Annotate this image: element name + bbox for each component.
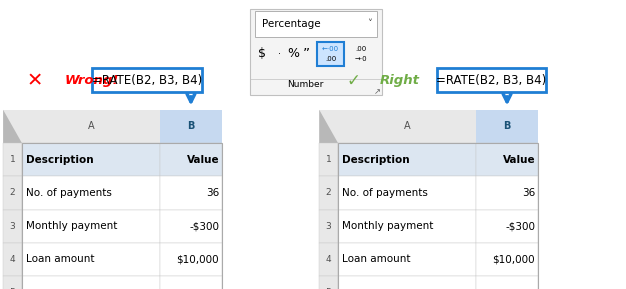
- FancyBboxPatch shape: [476, 110, 538, 143]
- FancyBboxPatch shape: [160, 176, 222, 210]
- FancyBboxPatch shape: [476, 143, 538, 176]
- Text: -$300: -$300: [505, 221, 535, 231]
- FancyBboxPatch shape: [338, 276, 476, 289]
- FancyBboxPatch shape: [3, 276, 22, 289]
- Polygon shape: [319, 110, 338, 143]
- FancyBboxPatch shape: [160, 276, 222, 289]
- Text: Monthly payment: Monthly payment: [26, 221, 118, 231]
- Text: ✓: ✓: [347, 72, 361, 90]
- FancyBboxPatch shape: [22, 143, 160, 176]
- Text: →·0: →·0: [354, 56, 367, 62]
- Text: 5: 5: [326, 288, 332, 289]
- Text: %: %: [287, 47, 299, 60]
- FancyBboxPatch shape: [338, 210, 476, 243]
- Text: 2: 2: [10, 188, 15, 197]
- FancyBboxPatch shape: [319, 243, 338, 276]
- FancyBboxPatch shape: [160, 143, 222, 176]
- Text: 5: 5: [9, 288, 16, 289]
- Text: $: $: [258, 47, 265, 60]
- Text: Number: Number: [287, 80, 323, 89]
- Text: A: A: [88, 121, 94, 131]
- FancyBboxPatch shape: [22, 276, 160, 289]
- Text: .00: .00: [355, 47, 366, 53]
- Text: $10,000: $10,000: [493, 254, 535, 264]
- Text: 4: 4: [326, 255, 331, 264]
- Text: 36: 36: [522, 188, 535, 198]
- FancyBboxPatch shape: [160, 243, 222, 276]
- FancyBboxPatch shape: [3, 110, 222, 143]
- FancyBboxPatch shape: [22, 210, 160, 243]
- Text: Loan amount: Loan amount: [342, 254, 411, 264]
- Text: A: A: [404, 121, 410, 131]
- FancyBboxPatch shape: [476, 276, 538, 289]
- FancyBboxPatch shape: [22, 243, 160, 276]
- FancyBboxPatch shape: [319, 143, 338, 176]
- FancyBboxPatch shape: [3, 210, 22, 243]
- FancyBboxPatch shape: [319, 110, 538, 143]
- FancyBboxPatch shape: [319, 276, 338, 289]
- Text: .00: .00: [325, 56, 336, 62]
- FancyBboxPatch shape: [255, 11, 377, 37]
- FancyBboxPatch shape: [476, 210, 538, 243]
- Text: B: B: [503, 121, 511, 131]
- FancyBboxPatch shape: [437, 68, 546, 92]
- Polygon shape: [3, 110, 22, 143]
- FancyBboxPatch shape: [160, 110, 222, 143]
- Text: -$300: -$300: [189, 221, 219, 231]
- Text: Loan amount: Loan amount: [26, 254, 95, 264]
- Text: Description: Description: [342, 155, 410, 165]
- Text: 1: 1: [326, 155, 332, 164]
- FancyBboxPatch shape: [338, 243, 476, 276]
- Text: No. of payments: No. of payments: [342, 188, 428, 198]
- Text: ✕: ✕: [26, 71, 43, 90]
- Text: ↗: ↗: [373, 87, 381, 97]
- Text: $10,000: $10,000: [177, 254, 219, 264]
- FancyBboxPatch shape: [319, 210, 338, 243]
- Text: Wrong!: Wrong!: [64, 75, 119, 87]
- FancyBboxPatch shape: [319, 176, 338, 210]
- FancyBboxPatch shape: [22, 176, 160, 210]
- Text: B: B: [187, 121, 195, 131]
- Text: Right: Right: [380, 75, 420, 87]
- FancyBboxPatch shape: [160, 210, 222, 243]
- FancyBboxPatch shape: [317, 42, 344, 66]
- FancyBboxPatch shape: [338, 143, 476, 176]
- Text: 36: 36: [206, 188, 219, 198]
- FancyBboxPatch shape: [250, 9, 382, 95]
- Text: Percentage: Percentage: [262, 19, 321, 29]
- Text: ”: ”: [303, 47, 310, 61]
- Text: ·: ·: [279, 49, 281, 59]
- Text: =RATE(B2, B3, B4): =RATE(B2, B3, B4): [92, 74, 202, 87]
- Text: 3: 3: [326, 222, 332, 231]
- FancyBboxPatch shape: [3, 143, 22, 176]
- FancyBboxPatch shape: [3, 176, 22, 210]
- Text: Value: Value: [187, 155, 219, 165]
- Text: 2: 2: [326, 188, 331, 197]
- FancyBboxPatch shape: [3, 243, 22, 276]
- Text: ←·00: ←·00: [322, 47, 339, 53]
- Text: 4: 4: [10, 255, 15, 264]
- Text: Monthly payment: Monthly payment: [342, 221, 434, 231]
- Text: 1: 1: [9, 155, 16, 164]
- Text: 3: 3: [9, 222, 16, 231]
- FancyBboxPatch shape: [93, 68, 202, 92]
- Text: =RATE(B2, B3, B4): =RATE(B2, B3, B4): [436, 74, 546, 87]
- FancyBboxPatch shape: [476, 176, 538, 210]
- Text: Value: Value: [503, 155, 535, 165]
- Text: No. of payments: No. of payments: [26, 188, 112, 198]
- FancyBboxPatch shape: [338, 176, 476, 210]
- Text: ˅: ˅: [367, 19, 372, 29]
- Text: Description: Description: [26, 155, 94, 165]
- FancyBboxPatch shape: [476, 243, 538, 276]
